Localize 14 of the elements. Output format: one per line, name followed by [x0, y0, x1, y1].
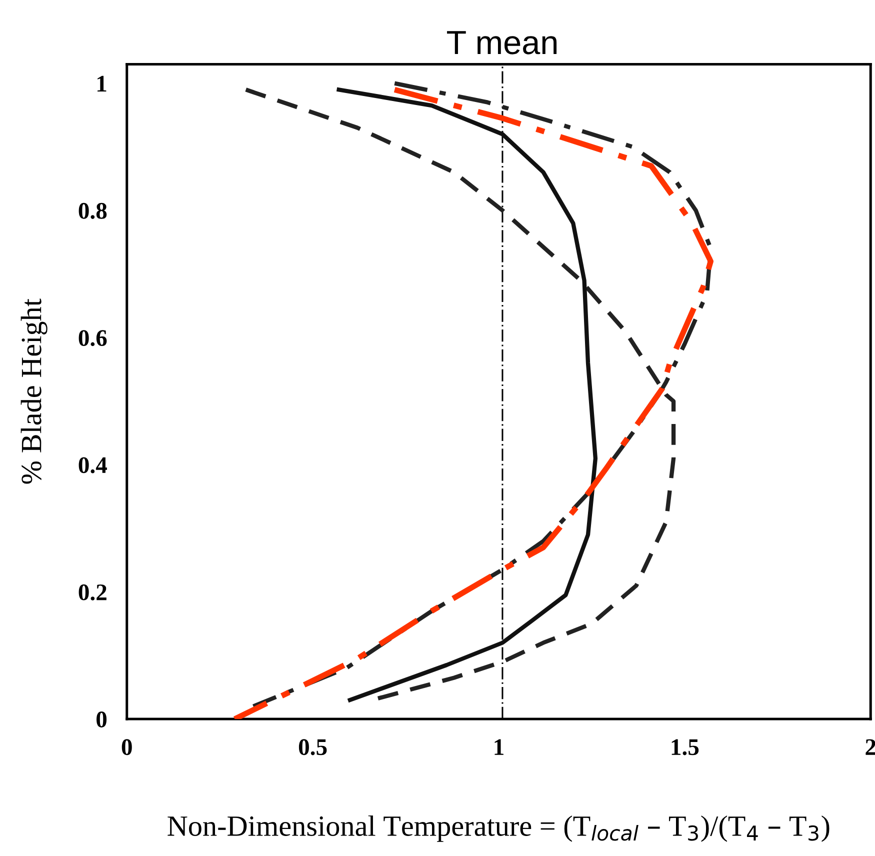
- line-series: [336, 88, 598, 702]
- ref-line-label: T mean: [447, 31, 557, 54]
- x-tick-label: 0.5: [298, 739, 327, 756]
- y-tick-label: 0.4: [78, 457, 107, 474]
- y-tick-label: 1: [98, 76, 106, 92]
- x-tick-label: 0: [122, 739, 132, 756]
- y-axis-title: % Blade Height: [20, 298, 48, 484]
- y-tick-label: 0: [96, 712, 107, 728]
- x-tick-label: 1: [494, 739, 504, 755]
- y-tick-label: 0.8: [78, 202, 107, 219]
- text: Non-Dimensional Temperature = (T$_{local}$ – T$_{3}$)/(T$_{4}$ – T$_{3}$): [168, 815, 830, 842]
- y-tick-label: 0.2: [78, 584, 106, 600]
- y-tick-label: 0.6: [78, 330, 107, 346]
- x-tick-label: 1.5: [672, 739, 699, 756]
